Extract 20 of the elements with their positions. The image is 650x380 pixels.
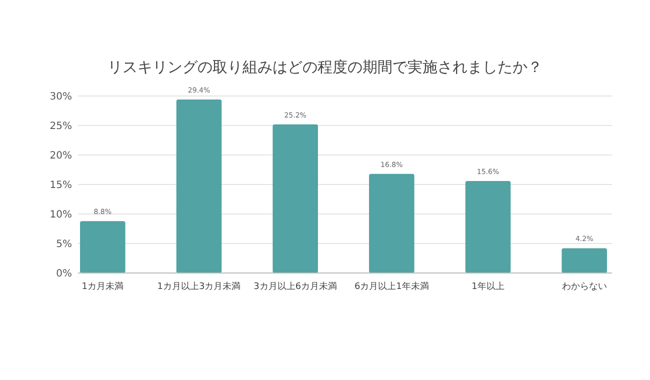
y-tick-label: 25% [50, 121, 72, 132]
y-tick-label: 5% [56, 239, 72, 250]
x-tick-label: 1カ月未満 [82, 281, 124, 292]
bar [465, 180, 511, 273]
chart-title: リスキリングの取り組みはどの程度の期間で実施されましたか？ [108, 58, 542, 76]
bar [369, 174, 414, 273]
y-tick-label: 30% [50, 92, 72, 102]
y-tick-label: 10% [50, 210, 72, 220]
x-tick-label: 6カ月以上1年未満 [354, 281, 429, 292]
bar [272, 124, 318, 273]
x-tick-label: わからない [562, 282, 607, 292]
x-tick-label: 1年以上 [472, 281, 504, 292]
x-tick-label: 1カ月以上3カ月未満 [157, 281, 241, 292]
y-tick-label: 20% [50, 150, 72, 162]
bar [176, 100, 222, 273]
bar [562, 248, 607, 273]
bar [80, 221, 126, 273]
y-tick-label: 0% [56, 268, 72, 280]
x-tick-label: 3カ月以上6カ月未満 [254, 281, 338, 292]
y-tick-label: 15% [50, 180, 72, 191]
